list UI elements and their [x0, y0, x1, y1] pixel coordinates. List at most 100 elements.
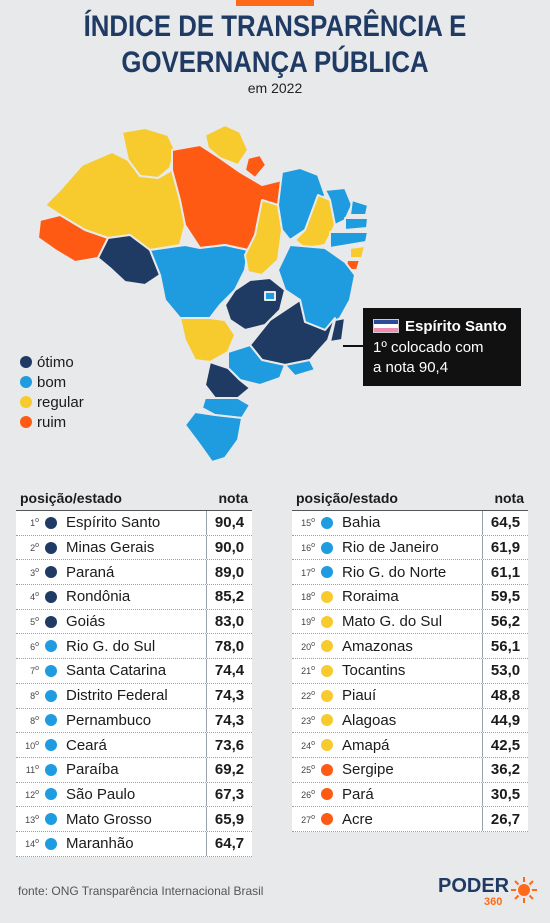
row-position: 12o: [16, 789, 45, 800]
row-state: Pernambuco: [66, 711, 152, 729]
ordinal-suffix: o: [311, 640, 315, 648]
ordinal-suffix: o: [35, 788, 39, 796]
title-line-1: ÍNDICE DE TRANSPARÊNCIA E: [83, 10, 467, 43]
header-score: nota: [218, 490, 248, 506]
row-score: 69,2: [206, 757, 252, 782]
row-position-number: 14: [25, 839, 36, 850]
brazil-map: [37, 124, 369, 463]
row-position-number: 8: [30, 691, 36, 702]
ordinal-suffix: o: [311, 542, 315, 550]
row-position-number: 18: [301, 592, 312, 603]
sun-icon: [511, 877, 537, 903]
row-position: 26o: [292, 789, 321, 800]
table-row: 12o São Paulo 67,3: [16, 782, 252, 808]
ordinal-suffix: o: [35, 764, 39, 772]
row-position-number: 23: [301, 715, 312, 726]
row-score: 56,1: [482, 634, 528, 659]
row-state: São Paulo: [66, 785, 136, 803]
table-row: 3o Paraná 89,0: [16, 560, 252, 586]
rating-dot: [45, 566, 57, 579]
rating-dot: [321, 541, 333, 554]
row-position-number: 12: [25, 789, 36, 800]
table-body: 1o Espírito Santo 90,4 2o Minas Gerais 90,0 3o…: [16, 511, 252, 857]
map-state-amapa: [204, 124, 249, 166]
rating-dot: [45, 615, 57, 628]
row-state: Rio G. do Norte: [342, 563, 447, 581]
row-score: 78,0: [206, 634, 252, 659]
table-row: 8o Pernambuco 74,3: [16, 708, 252, 734]
map-state-rio-grande-do-sul: [184, 411, 243, 463]
ordinal-suffix: o: [35, 838, 39, 846]
row-position: 5o: [16, 616, 45, 627]
row-position-number: 3: [30, 567, 36, 578]
row-position: 4o: [16, 591, 45, 602]
header-position: posição/estado: [20, 490, 122, 506]
table-row: 27o Acre 26,7: [292, 807, 528, 832]
rating-dot: [321, 788, 333, 801]
row-state: Goiás: [66, 613, 106, 631]
row-score: 64,5: [482, 511, 528, 535]
table-row: 16o Rio de Janeiro 61,9: [292, 535, 528, 561]
rating-dot: [321, 664, 333, 677]
map-state-parana: [204, 361, 251, 399]
row-position-number: 24: [301, 740, 312, 751]
rating-dot: [321, 714, 333, 727]
row-state: Ceará: [66, 736, 107, 754]
row-position: 14o: [16, 838, 45, 849]
row-position-number: 1: [30, 518, 36, 529]
rating-dot: [45, 714, 57, 727]
row-position: 8o: [16, 690, 45, 701]
ordinal-suffix: o: [311, 714, 315, 722]
row-position: 1o: [16, 517, 45, 528]
row-position: 15o: [292, 517, 321, 528]
rating-dot: [321, 689, 333, 702]
row-position: 25o: [292, 764, 321, 775]
table-row: 18o Roraima 59,5: [292, 585, 528, 610]
row-position: 8o: [16, 715, 45, 726]
map-state-paraiba: [344, 217, 369, 231]
row-score: 56,2: [482, 609, 528, 634]
legend-item-bom: bom: [20, 372, 84, 392]
row-score: 59,5: [482, 585, 528, 609]
row-position-number: 22: [301, 691, 312, 702]
rating-dot: [321, 516, 333, 529]
row-position-number: 16: [301, 543, 312, 554]
row-state: Sergipe: [342, 761, 394, 779]
row-score: 67,3: [206, 782, 252, 807]
table-row: 5o Goiás 83,0: [16, 609, 252, 635]
legend-item-otimo: ótimo: [20, 352, 84, 372]
callout-line-1: 1º colocado com: [373, 339, 484, 356]
row-state: Mato G. do Sul: [342, 613, 443, 631]
table-row: 20o Amazonas 56,1: [292, 634, 528, 660]
callout-pointer: [343, 345, 363, 347]
legend-item-ruim: ruim: [20, 412, 84, 432]
row-position: 3o: [16, 567, 45, 578]
map-state-alagoas: [349, 245, 366, 259]
legend-item-regular: regular: [20, 392, 84, 412]
espirito-santo-flag-icon: [373, 319, 399, 333]
row-score: 44,9: [482, 708, 528, 733]
ordinal-suffix: o: [35, 542, 39, 550]
row-position: 22o: [292, 690, 321, 701]
rating-dot: [45, 739, 57, 752]
table-row: 15o Bahia 64,5: [292, 511, 528, 536]
row-state: Distrito Federal: [66, 687, 168, 705]
map-state-rio-grande-do-norte: [349, 199, 369, 216]
rating-dot: [321, 763, 333, 776]
table-row: 4o Rondônia 85,2: [16, 585, 252, 610]
highlight-callout: Espírito Santo 1º colocado com a nota 90…: [363, 308, 521, 386]
rating-dot: [45, 788, 57, 801]
row-position: 20o: [292, 641, 321, 652]
ordinal-suffix: o: [35, 616, 39, 624]
map-state-minas-gerais: [249, 299, 336, 366]
row-state: Rio G. do Sul: [66, 637, 156, 655]
legend-label: ruim: [37, 413, 67, 431]
row-position-number: 11: [25, 765, 36, 776]
rating-dot: [45, 541, 57, 554]
legend-dot: [20, 396, 32, 408]
table-row: 13o Mato Grosso 65,9: [16, 807, 252, 832]
ordinal-suffix: o: [311, 739, 315, 747]
row-state: Roraima: [342, 588, 399, 606]
table-row: 19o Mato G. do Sul 56,2: [292, 609, 528, 635]
row-position-number: 17: [301, 567, 312, 578]
